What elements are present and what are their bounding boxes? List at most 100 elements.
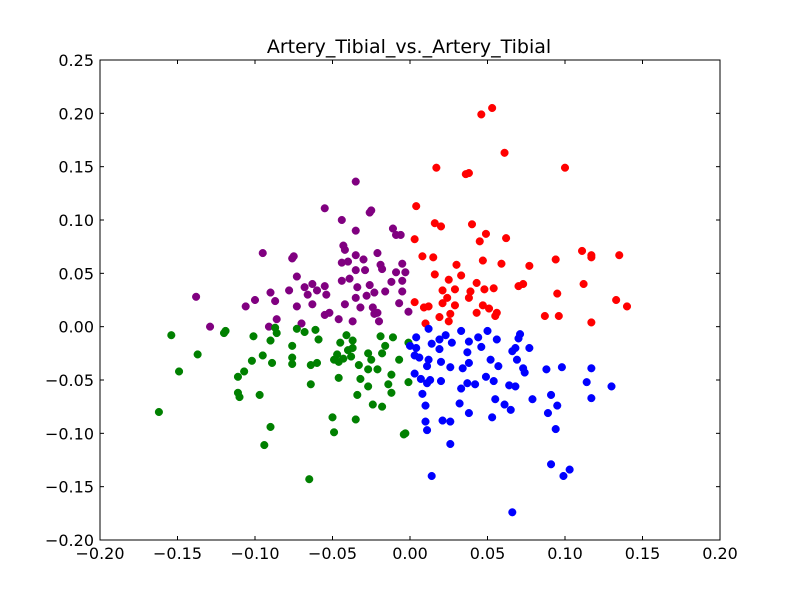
data-point [365,281,374,290]
data-point [446,439,455,449]
data-point [175,367,184,376]
data-point [404,378,413,387]
data-point [481,229,491,238]
data-point [340,300,349,309]
data-point [271,297,280,306]
data-point [457,326,466,335]
y-tick-label: 0.25 [58,51,94,70]
data-point [441,331,450,340]
data-point [398,259,407,268]
data-point [320,282,329,291]
data-point [461,170,470,179]
data-point [285,286,294,295]
data-point [447,338,456,347]
data-point [494,362,503,371]
data-point [381,287,390,296]
data-point [312,286,322,295]
data-point [475,237,484,246]
data-point [444,317,453,326]
data-point [508,347,517,356]
data-point [398,276,407,285]
data-point [450,301,460,310]
data-point [354,361,363,370]
data-point [525,261,534,270]
data-point [436,222,446,231]
data-point [374,317,384,326]
data-point [396,230,405,239]
data-point [488,413,497,422]
x-tick-label: −0.20 [75,544,124,563]
axis-ticks [99,59,721,541]
data-point [250,295,260,305]
data-point [565,465,574,474]
data-point [308,300,317,309]
data-point [489,284,498,293]
data-point [412,202,421,211]
data-point [376,332,385,341]
data-point [587,364,596,373]
data-point [540,311,549,321]
y-tick-labels: −0.20 −0.15 −0.10 −0.05 0.00 0.05 0.10 0.15 0.20… [45,51,94,550]
chart-title: Artery_Tibial_vs._Artery_Tibial [267,36,551,58]
y-tick-label: −0.05 [45,371,94,390]
data-point [528,395,537,404]
data-point [308,279,317,289]
y-tick-label: −0.20 [45,531,94,550]
data-point [322,290,331,299]
data-point [387,370,396,379]
data-point [557,363,566,372]
data-point [361,266,370,275]
data-point [351,251,360,260]
data-point [488,103,497,113]
x-tick-label: 0.05 [470,544,506,563]
data-point [615,251,624,260]
data-point [356,374,365,383]
data-point [464,409,473,418]
data-point [334,357,343,366]
data-point [378,265,387,274]
data-point [426,375,435,385]
data-point [446,309,455,318]
data-point [477,342,486,351]
data-point [443,293,452,302]
data-point [365,208,374,217]
data-point [192,292,201,301]
data-point [458,364,467,373]
data-point [622,302,632,311]
data-point [467,220,477,229]
data-point [266,336,275,345]
data-point [435,335,444,344]
data-point [353,283,362,292]
data-point [429,253,438,262]
data-point [485,304,494,313]
data-point [424,324,433,333]
data-point [508,508,517,517]
x-tick-label: 0.20 [702,544,738,563]
data-point [348,317,357,326]
data-point [444,275,453,284]
data-point [547,460,556,469]
data-point [486,355,495,364]
data-point [427,339,436,348]
x-tick-labels: −0.20 −0.15 −0.10 −0.05 0.00 0.05 0.10 0.15 0.20 [75,544,737,563]
data-point [436,377,446,386]
data-point [272,329,281,338]
data-point [500,148,509,157]
data-point [249,332,258,341]
data-point [364,365,373,374]
data-point [491,311,500,321]
y-tick-label: 0.15 [58,158,94,177]
data-point [463,348,472,357]
data-point [351,293,360,302]
data-point [578,246,587,255]
data-point [525,343,534,353]
data-point [435,345,444,354]
data-point [432,163,441,172]
x-tick-label: 0.15 [625,544,661,563]
y-tick-label: −0.15 [45,478,94,497]
data-point [292,324,301,333]
data-point [306,361,315,370]
y-tick-label: 0.20 [58,104,94,123]
data-point [410,369,419,378]
